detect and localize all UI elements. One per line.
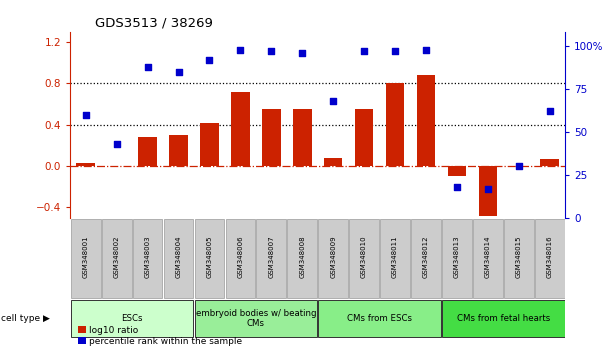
Point bbox=[514, 164, 524, 169]
Point bbox=[298, 50, 307, 56]
Bar bbox=[169, 135, 188, 166]
Point bbox=[390, 48, 400, 54]
Point bbox=[328, 98, 338, 104]
Bar bbox=[257, 219, 286, 297]
Point bbox=[266, 48, 276, 54]
Text: GSM348013: GSM348013 bbox=[454, 235, 460, 278]
Bar bbox=[195, 219, 224, 297]
Text: GSM348010: GSM348010 bbox=[361, 235, 367, 278]
Bar bbox=[417, 75, 435, 166]
Point bbox=[545, 109, 555, 114]
Bar bbox=[349, 219, 379, 297]
Bar bbox=[386, 84, 404, 166]
Bar bbox=[164, 219, 193, 297]
Text: CMs from ESCs: CMs from ESCs bbox=[347, 314, 412, 323]
Bar bbox=[442, 219, 472, 297]
Text: GSM348006: GSM348006 bbox=[238, 235, 243, 278]
Bar bbox=[541, 159, 559, 166]
Bar bbox=[200, 123, 219, 166]
Bar bbox=[133, 219, 163, 297]
Bar bbox=[411, 219, 441, 297]
Text: GSM348014: GSM348014 bbox=[485, 235, 491, 278]
Legend: log10 ratio, percentile rank within the sample: log10 ratio, percentile rank within the … bbox=[75, 322, 246, 349]
Bar bbox=[355, 109, 373, 166]
Bar bbox=[504, 219, 533, 297]
Bar bbox=[102, 219, 131, 297]
Bar bbox=[138, 137, 157, 166]
Text: GSM348001: GSM348001 bbox=[82, 235, 89, 278]
Point bbox=[112, 141, 122, 147]
Bar bbox=[71, 300, 193, 337]
Text: GSM348012: GSM348012 bbox=[423, 235, 429, 278]
Bar bbox=[287, 219, 317, 297]
Point bbox=[205, 57, 214, 63]
Text: GSM348016: GSM348016 bbox=[547, 235, 553, 278]
Bar bbox=[535, 219, 565, 297]
Text: GSM348005: GSM348005 bbox=[207, 235, 213, 278]
Bar bbox=[380, 219, 410, 297]
Point bbox=[421, 47, 431, 52]
Text: GSM348007: GSM348007 bbox=[268, 235, 274, 278]
Text: cell type ▶: cell type ▶ bbox=[1, 314, 49, 323]
Bar bbox=[195, 300, 317, 337]
Bar bbox=[318, 219, 348, 297]
Text: GSM348009: GSM348009 bbox=[330, 235, 336, 278]
Point bbox=[143, 64, 153, 70]
Bar bbox=[76, 163, 95, 166]
Point bbox=[81, 112, 90, 118]
Text: GSM348008: GSM348008 bbox=[299, 235, 306, 278]
Bar bbox=[71, 219, 101, 297]
Text: GDS3513 / 38269: GDS3513 / 38269 bbox=[95, 16, 213, 29]
Bar bbox=[448, 166, 466, 176]
Bar bbox=[473, 219, 503, 297]
Bar bbox=[442, 300, 565, 337]
Text: GSM348003: GSM348003 bbox=[145, 235, 150, 278]
Bar bbox=[324, 158, 343, 166]
Bar bbox=[231, 92, 250, 166]
Text: GSM348004: GSM348004 bbox=[175, 235, 181, 278]
Point bbox=[359, 48, 369, 54]
Text: GSM348011: GSM348011 bbox=[392, 235, 398, 278]
Point bbox=[452, 184, 462, 190]
Text: GSM348002: GSM348002 bbox=[114, 235, 120, 278]
Bar bbox=[478, 166, 497, 216]
Bar bbox=[293, 109, 312, 166]
Text: embryoid bodies w/ beating
CMs: embryoid bodies w/ beating CMs bbox=[196, 309, 316, 328]
Bar bbox=[262, 109, 280, 166]
Point bbox=[483, 186, 492, 192]
Point bbox=[174, 69, 183, 75]
Text: GSM348015: GSM348015 bbox=[516, 235, 522, 278]
Text: ESCs: ESCs bbox=[122, 314, 143, 323]
Point bbox=[235, 47, 245, 52]
Bar bbox=[225, 219, 255, 297]
Bar bbox=[318, 300, 441, 337]
Text: CMs from fetal hearts: CMs from fetal hearts bbox=[456, 314, 550, 323]
